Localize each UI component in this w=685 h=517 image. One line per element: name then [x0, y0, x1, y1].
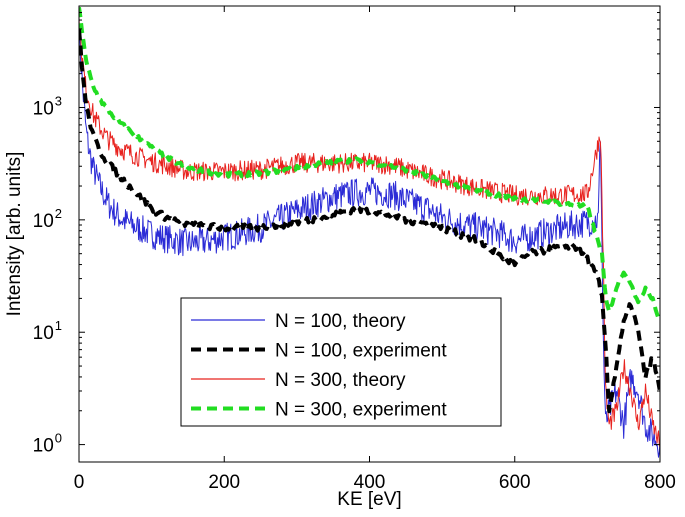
legend-entry-label: N = 300, experiment: [275, 400, 447, 421]
x-tick-label: 800: [644, 472, 676, 493]
series-layer: [79, 7, 660, 458]
series-line-1: [79, 27, 660, 458]
x-axis-label: KE [eV]: [337, 489, 401, 510]
x-tick-label: 400: [354, 472, 386, 493]
legend-box: [180, 297, 502, 427]
y-axis-label: Intensity [arb. units]: [4, 152, 25, 317]
x-tick-label: 200: [208, 472, 240, 493]
series-line-4: [79, 7, 660, 323]
y-tick-label: 103: [33, 93, 62, 119]
legend-entry-label: N = 100, experiment: [275, 341, 447, 362]
legend: N = 100, theory N = 100, experiment N = 30…: [180, 297, 502, 427]
y-tick-label: 101: [33, 318, 62, 344]
x-tick-label: 600: [499, 472, 531, 493]
legend-entry-label: N = 100, theory: [275, 311, 406, 332]
legend-entry-label: N = 300, theory: [275, 370, 406, 391]
series-line-2: [79, 29, 660, 414]
x-tick-label: 0: [74, 472, 85, 493]
y-tick-label: 100: [33, 431, 62, 457]
ticks-layer: 0 200 400 600 800 100 101 102 103: [33, 5, 676, 493]
y-tick-label: 102: [33, 206, 62, 232]
